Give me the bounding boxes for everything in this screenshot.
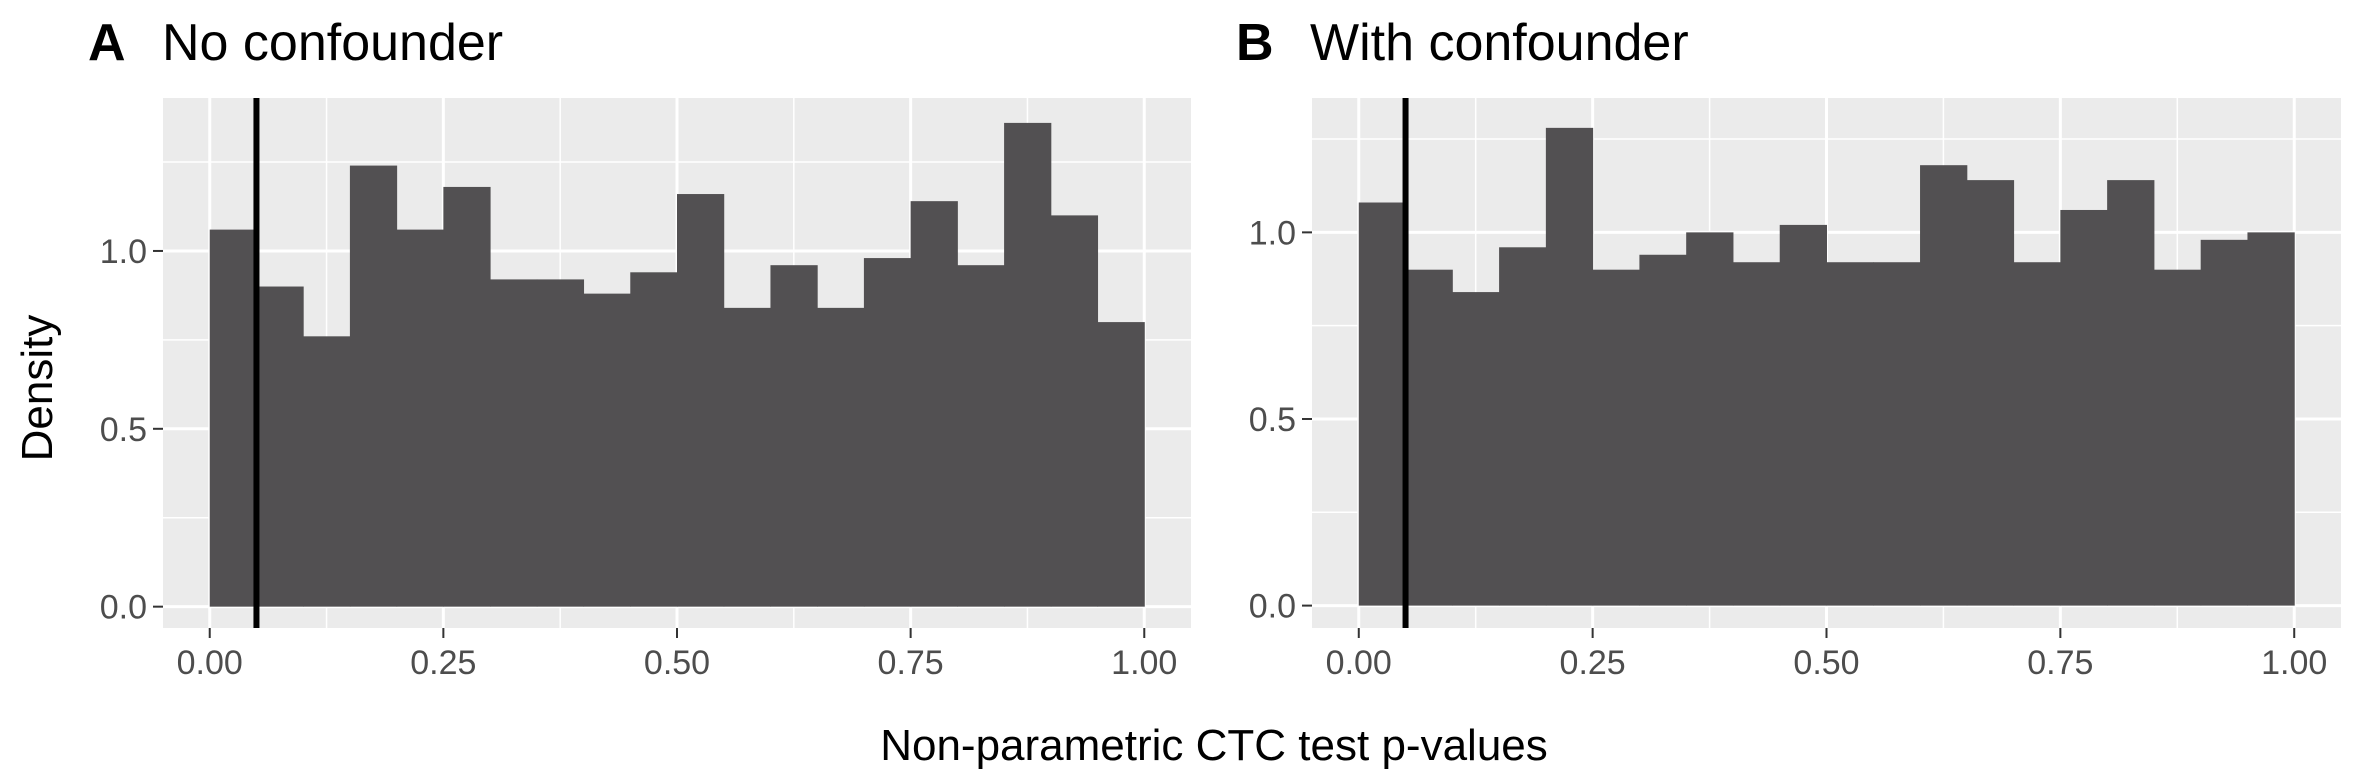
histogram-bar	[1920, 165, 1968, 606]
histogram-bar	[630, 272, 678, 607]
histogram-bar	[1686, 232, 1734, 606]
histogram-bar	[396, 229, 444, 607]
panel-tag: B	[1236, 14, 1274, 72]
y-tick-label: 0.5	[100, 411, 147, 449]
histogram-bar	[583, 293, 631, 607]
histogram-bar	[2013, 262, 2061, 606]
histogram-bar	[536, 279, 585, 607]
histogram-bar	[1779, 224, 1827, 606]
x-tick-label: 0.50	[1793, 644, 1859, 682]
histogram-bar	[2153, 269, 2202, 606]
histogram-bar	[1966, 180, 2015, 606]
y-tick-label: 0.0	[1249, 588, 1296, 626]
histogram-bar	[256, 286, 304, 607]
histogram-bar	[1545, 127, 1594, 606]
histogram-bar	[2200, 239, 2248, 606]
histogram-bar	[443, 186, 491, 607]
x-tick-label: 1.00	[2261, 644, 2327, 682]
x-tick-label: 0.75	[2027, 644, 2093, 682]
histogram-bar	[817, 307, 865, 607]
x-tick-label: 1.00	[1111, 644, 1177, 682]
x-tick-label: 0.00	[177, 644, 243, 682]
histogram-bar	[2060, 209, 2108, 606]
histogram-bar	[1639, 254, 1687, 606]
y-tick-label: 1.0	[100, 233, 147, 271]
histogram-bar	[349, 165, 398, 607]
panel-b: 0.00 0.25 0.50 0.75 1.00 0.0 0.5 1.0 B With confo…	[1236, 14, 2341, 682]
histogram-bar	[957, 265, 1005, 607]
histogram-bar	[1499, 247, 1547, 606]
panel-title: No confounder	[162, 14, 503, 72]
x-tick-label: 0.75	[878, 644, 944, 682]
histogram-bar	[910, 201, 958, 607]
x-tick-label: 0.25	[1560, 644, 1626, 682]
histogram-bar	[1826, 262, 1874, 606]
histogram-bar	[490, 279, 538, 607]
x-tick-label: 0.25	[410, 644, 476, 682]
histogram-bar	[1592, 269, 1640, 606]
y-tick-label: 0.5	[1249, 401, 1296, 439]
histogram-bar	[770, 265, 818, 607]
histogram-bar	[303, 336, 351, 607]
y-tick-label: 1.0	[1249, 214, 1296, 252]
histogram-bar	[209, 229, 257, 607]
histogram-bar	[1873, 262, 1921, 606]
histogram-bar	[1004, 122, 1052, 607]
x-axis-title: Non-parametric CTC test p-values	[880, 721, 1548, 770]
histogram-bar	[1097, 322, 1145, 607]
panel-a: 0.00 0.25 0.50 0.75 1.00 0.0 0.5 1.0 A No confoun…	[88, 14, 1191, 682]
histogram-bar	[863, 258, 912, 607]
x-tick-label: 0.50	[644, 644, 710, 682]
x-tick-label: 0.00	[1326, 644, 1392, 682]
panel-title: With confounder	[1310, 14, 1689, 72]
histogram-bar	[1358, 202, 1407, 606]
y-tick-label: 0.0	[100, 589, 147, 627]
histogram-bar	[1452, 292, 1500, 606]
histogram-bar	[723, 307, 771, 607]
histogram-bar	[2107, 180, 2155, 606]
histogram-bar	[1732, 262, 1781, 606]
histogram-bar	[2247, 232, 2295, 606]
panel-tag: A	[88, 14, 126, 72]
y-axis-title: Density	[13, 315, 62, 462]
histogram-bar	[1405, 269, 1453, 606]
histogram-bar	[677, 194, 725, 607]
histogram-bar	[1050, 215, 1099, 607]
